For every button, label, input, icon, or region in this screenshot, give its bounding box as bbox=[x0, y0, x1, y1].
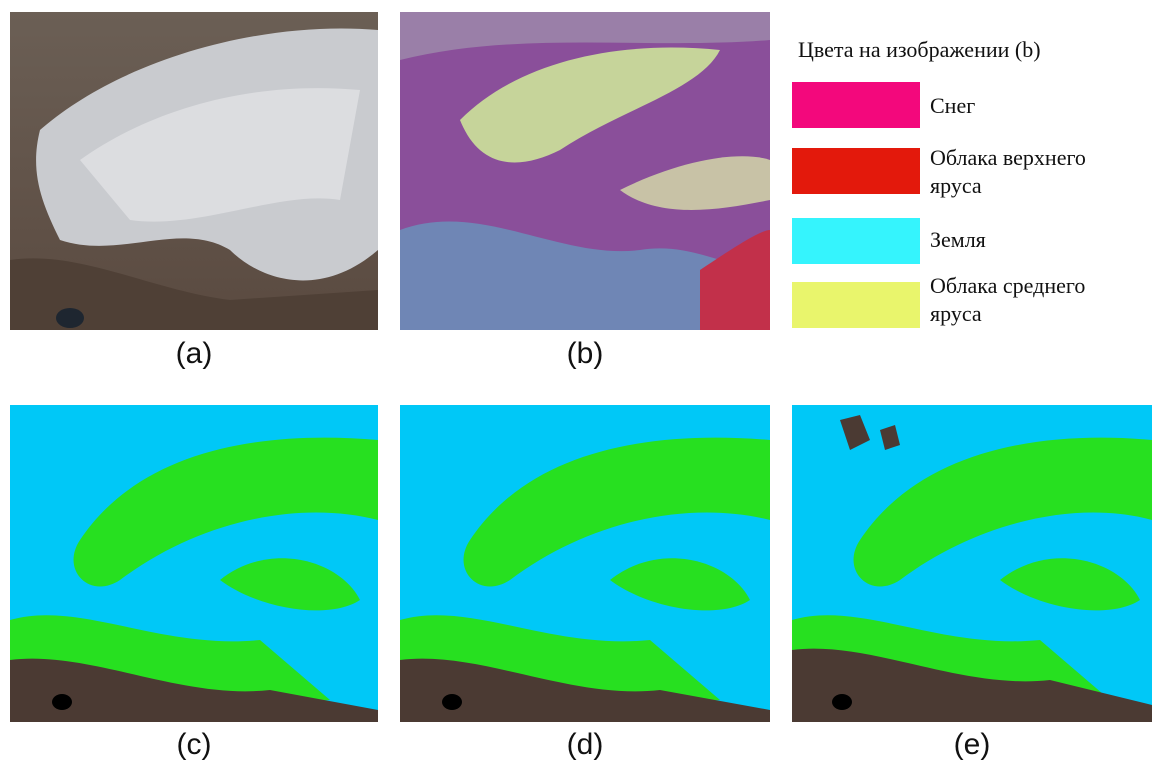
panel-label: (d) bbox=[567, 728, 604, 761]
panel-label: (e) bbox=[954, 728, 991, 761]
legend-label: Земля bbox=[930, 226, 1110, 254]
legend-swatch bbox=[792, 148, 920, 194]
legend-swatch bbox=[792, 82, 920, 128]
panel-label: (a) bbox=[176, 337, 213, 370]
image-c bbox=[10, 405, 378, 722]
legend-label: Облака среднего яруса bbox=[930, 272, 1110, 328]
legend-swatch bbox=[792, 282, 920, 328]
image-b bbox=[400, 12, 770, 330]
image-a bbox=[10, 12, 378, 330]
panel-label: (b) bbox=[567, 337, 604, 370]
image-e bbox=[792, 405, 1152, 722]
legend-label: Снег bbox=[930, 92, 1110, 120]
image-d bbox=[400, 405, 770, 722]
legend-swatch bbox=[792, 218, 920, 264]
legend-label: Облака верхнего яруса bbox=[930, 144, 1110, 200]
legend-title: Цвета на изображении (b) bbox=[798, 36, 1041, 64]
panel-label: (c) bbox=[177, 728, 212, 761]
figure: (a) (b) (c) (d) (e) Цвета на изображении… bbox=[0, 0, 1156, 767]
